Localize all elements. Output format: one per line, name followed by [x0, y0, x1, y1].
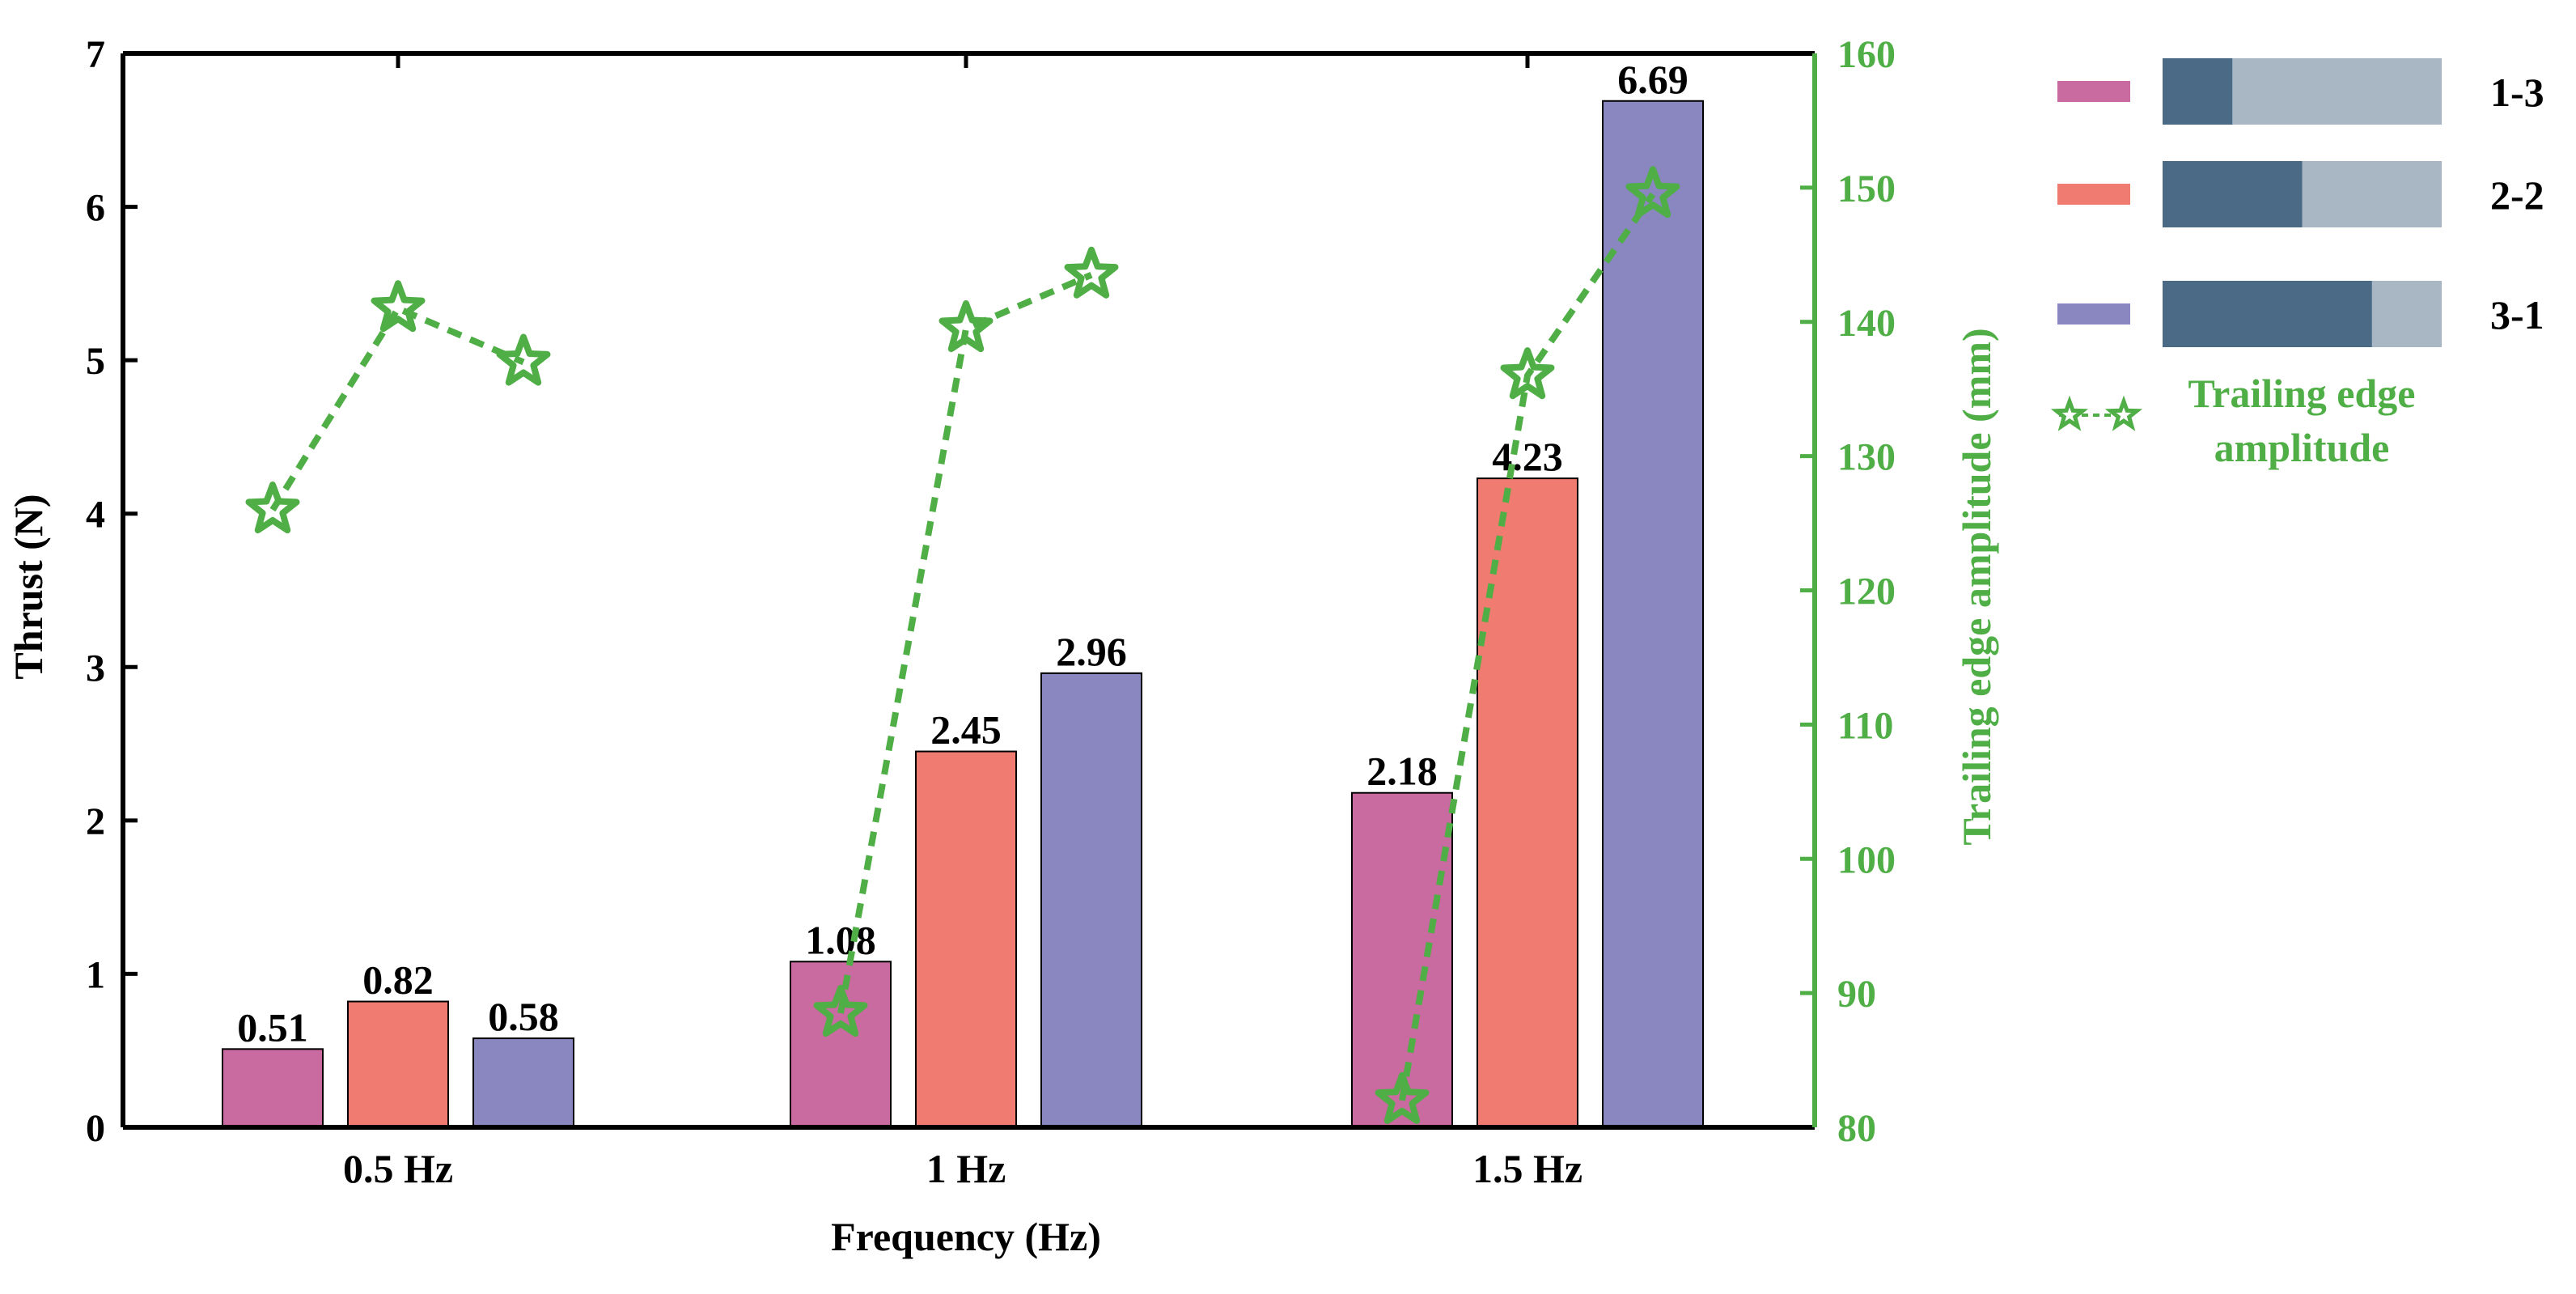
y-tick-label: 5	[86, 340, 105, 383]
bar-value-label: 2.96	[1056, 629, 1127, 674]
x-axis-title: Frequency (Hz)	[831, 1214, 1101, 1259]
x-axis-ticks: 0.5 Hz 1 Hz 1.5 Hz	[343, 53, 1582, 1191]
amplitude-point	[1500, 347, 1555, 400]
y2-axis-ticks: 80 90 100 110 120 130 140 150 160	[1800, 33, 1896, 1150]
y2-tick-label: 130	[1837, 436, 1896, 479]
bars: 0.51 0.82 0.58 1.08 2.45 2.96 2.18 4.23 6.69	[222, 57, 1704, 1129]
legend-star-icon	[2104, 395, 2143, 431]
legend: 1-3 2-2 3-1	[2057, 58, 2544, 347]
amplitude-line-2	[837, 272, 1093, 1014]
bar-value-label: 6.69	[1617, 57, 1688, 102]
y2-axis-title: Trailing edge amplitude (mm)	[1954, 328, 1999, 845]
amplitude-point	[245, 482, 300, 534]
bar-value-label: 0.58	[488, 994, 559, 1039]
amplitude-point	[371, 280, 426, 333]
legend-line-label-1: Trailing edge	[2188, 371, 2415, 416]
legend-swatch-1-3	[2057, 81, 2130, 102]
legend-swatch-2-2	[2057, 184, 2130, 205]
x-tick-label: 1.5 Hz	[1472, 1146, 1582, 1191]
y2-tick-label: 90	[1837, 973, 1876, 1016]
legend-ratio-fill	[2163, 281, 2372, 347]
y-tick-label: 1	[86, 953, 105, 996]
legend-line-entry: Trailing edge amplitude	[2050, 371, 2416, 470]
legend-swatch-3-1	[2057, 303, 2130, 325]
bar-3-1-3	[1602, 100, 1704, 1129]
y-axis-ticks: 0 1 2 3 4 5 6 7	[86, 33, 138, 1150]
legend-label-3-1: 3-1	[2490, 292, 2544, 337]
y2-tick-label: 120	[1837, 571, 1896, 613]
y-axis-title: Thrust (N)	[6, 494, 51, 679]
y2-tick-label: 80	[1837, 1107, 1876, 1150]
y-tick-label: 3	[86, 647, 105, 689]
bar-2-2-1	[347, 1000, 449, 1128]
legend-ratio-fill	[2163, 58, 2233, 125]
legend-ratio-fill	[2163, 161, 2303, 227]
bar-3-1-1	[472, 1037, 574, 1129]
amplitude-line-layer	[245, 166, 1680, 1124]
bar-value-label: 0.51	[237, 1004, 308, 1050]
amplitude-point	[1375, 1071, 1430, 1124]
y-tick-label: 4	[86, 494, 105, 537]
bar-value-label: 4.23	[1492, 434, 1563, 479]
amplitude-point	[938, 300, 994, 353]
legend-label-1-3: 1-3	[2490, 70, 2544, 115]
bar-1-3-1	[222, 1048, 324, 1129]
bar-2-2-3	[1477, 477, 1578, 1128]
bar-value-label: 0.82	[362, 957, 434, 1003]
bar-value-label: 2.18	[1366, 749, 1438, 794]
amplitude-point	[1625, 166, 1680, 218]
amplitude-point	[813, 985, 868, 1037]
bar-2-2-2	[915, 750, 1017, 1128]
bar-3-1-2	[1040, 672, 1142, 1128]
amplitude-point	[496, 333, 551, 386]
y2-tick-label: 100	[1837, 838, 1896, 881]
legend-star-icon	[2050, 395, 2089, 431]
x-tick-label: 1 Hz	[926, 1146, 1006, 1191]
amplitude-line-3	[1399, 192, 1656, 1101]
y2-tick-label: 150	[1837, 168, 1896, 210]
y-tick-label: 6	[86, 187, 105, 230]
amplitude-line-1	[269, 304, 525, 512]
y2-tick-label: 140	[1837, 302, 1896, 345]
legend-line-label-2: amplitude	[2214, 425, 2390, 470]
y2-tick-label: 160	[1837, 33, 1896, 76]
y-tick-label: 7	[86, 33, 105, 76]
bar-value-label: 2.45	[930, 707, 1002, 753]
y2-tick-label: 110	[1837, 704, 1893, 747]
bar-value-label: 1.08	[805, 917, 876, 962]
x-tick-label: 0.5 Hz	[343, 1146, 453, 1191]
legend-label-2-2: 2-2	[2490, 172, 2544, 218]
amplitude-point	[1064, 246, 1119, 299]
y-tick-label: 2	[86, 800, 105, 843]
bar-1-3-3	[1351, 791, 1453, 1129]
y-tick-label: 0	[86, 1107, 105, 1150]
